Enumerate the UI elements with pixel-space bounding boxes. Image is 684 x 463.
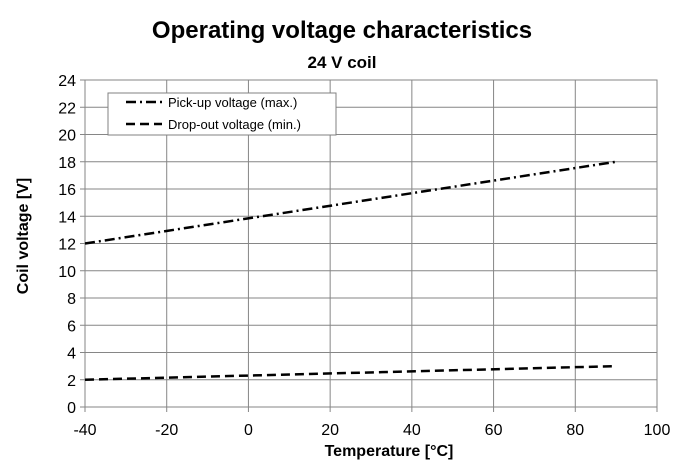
y-tick-label: 12 xyxy=(58,237,76,254)
legend-box xyxy=(107,92,337,136)
x-tick-label: 40 xyxy=(403,422,421,439)
y-tick-label: 24 xyxy=(58,73,76,90)
y-tick-label: 4 xyxy=(67,346,76,363)
y-tick-label: 18 xyxy=(58,155,76,172)
x-tick-label: 20 xyxy=(321,422,339,439)
x-tick-label: -40 xyxy=(73,422,96,439)
y-tick-label: 8 xyxy=(67,291,76,308)
y-tick-label: 10 xyxy=(58,264,76,281)
legend: Pick-up voltage (max.) Drop-out voltage … xyxy=(107,92,337,136)
y-tick-label: 0 xyxy=(67,400,76,417)
y-tick-label: 2 xyxy=(67,373,76,390)
x-tick-label: 0 xyxy=(244,422,253,439)
y-tick-label: 6 xyxy=(67,318,76,335)
legend-label-dropout: Drop-out voltage (min.) xyxy=(168,117,301,132)
y-axis-label: Coil voltage [V] xyxy=(15,178,32,294)
series-line-dropout-voltage xyxy=(84,364,617,381)
chart-title: Operating voltage characteristics xyxy=(151,17,533,44)
x-tick-label: -20 xyxy=(155,422,178,439)
x-tick-label: 80 xyxy=(566,422,584,439)
x-axis-label: Temperature [°C] xyxy=(325,443,454,460)
x-tick-label: 60 xyxy=(485,422,503,439)
y-tick-label: 16 xyxy=(58,182,76,199)
chart-subtitle: 24 V coil xyxy=(307,53,377,72)
legend-label-pickup: Pick-up voltage (max.) xyxy=(168,95,297,110)
y-tick-label: 14 xyxy=(58,209,76,226)
series-group xyxy=(84,160,617,381)
series-line-pickup-voltage xyxy=(84,160,617,245)
y-tick-label: 20 xyxy=(58,128,76,145)
x-tick-label: 100 xyxy=(644,422,671,439)
y-tick-label: 22 xyxy=(58,100,76,117)
